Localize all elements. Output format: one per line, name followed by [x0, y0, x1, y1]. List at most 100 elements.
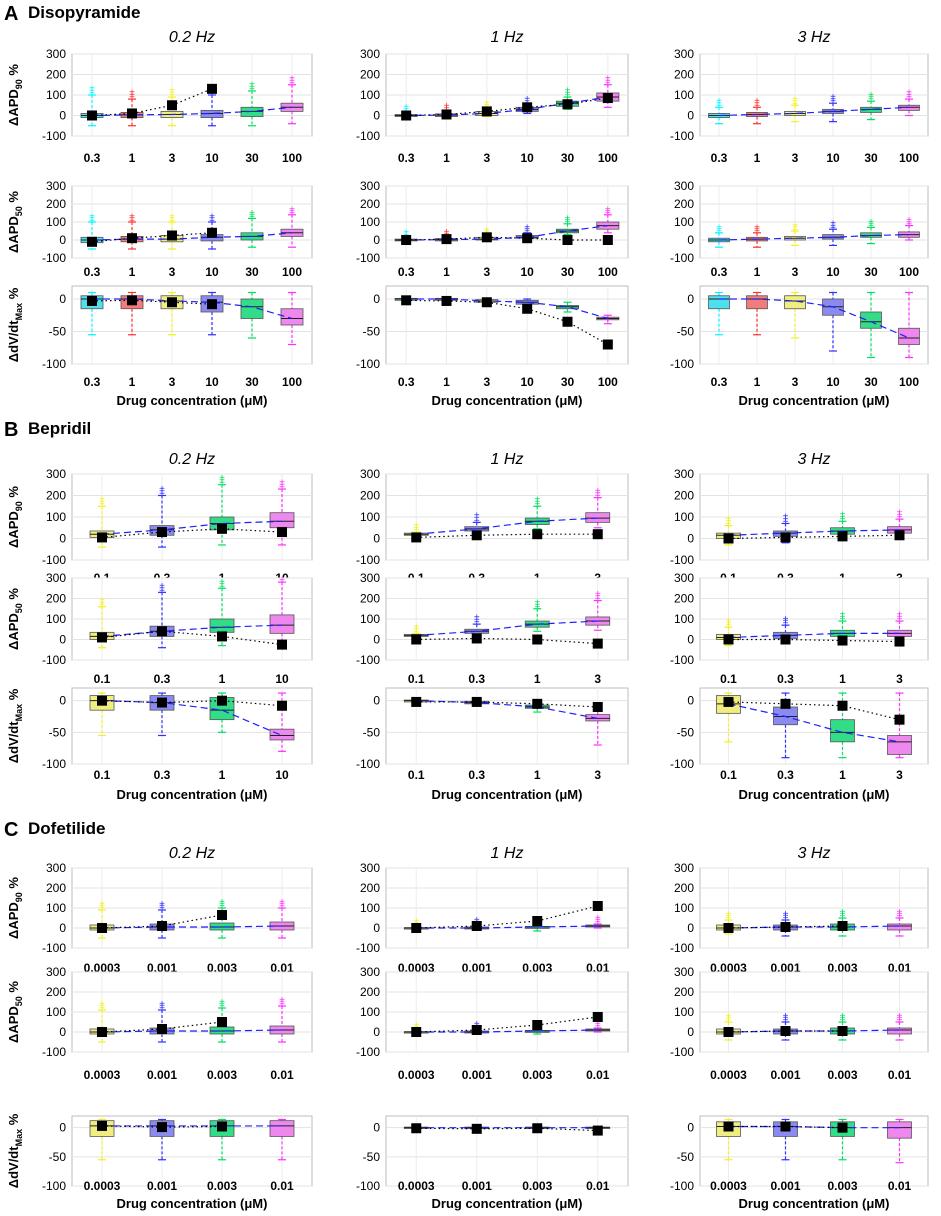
outlier-marker: +	[897, 513, 903, 524]
y-tick-label: 0	[687, 233, 694, 247]
y-tick-label: 100	[674, 510, 694, 524]
outlier-marker: +	[474, 511, 480, 522]
outlier-marker: +	[524, 222, 530, 233]
experiment-marker	[411, 634, 422, 645]
experiment-marker	[217, 1121, 227, 1132]
outlier-marker: +	[906, 219, 912, 230]
median-trend-line	[728, 529, 900, 536]
outlier-marker: +	[413, 627, 419, 638]
x-tick-label: 3	[169, 265, 176, 279]
subplot: 0 -50 -100 0.3 1 3 10 30 100	[670, 285, 929, 389]
experiment-marker	[723, 634, 734, 645]
axes-frame	[385, 1115, 629, 1187]
experiment-marker	[471, 1025, 482, 1035]
outlier-marker: +	[403, 102, 409, 113]
y-tick-label: 200	[360, 881, 380, 895]
x-tick-label: 100	[282, 375, 302, 389]
x-tick-label: 0.1	[720, 672, 737, 686]
y-tick-label: -100	[356, 941, 380, 955]
x-tick-label: 1	[219, 672, 226, 686]
experiment-marker	[837, 635, 848, 646]
x-tick-label: 0.0003	[398, 1068, 435, 1082]
outlier-marker: +	[783, 1016, 789, 1027]
x-tick-label: 30	[864, 375, 878, 389]
experiment-marker	[401, 295, 412, 306]
outlier-marker: +	[159, 581, 165, 592]
x-tick-label: 0.3	[711, 151, 728, 165]
outlier-marker: +	[906, 215, 912, 226]
experiment-marker	[522, 233, 533, 244]
outlier-marker: +	[754, 101, 760, 112]
y-tick-label: 300	[46, 571, 66, 585]
y-tick-label: 300	[360, 571, 380, 585]
outlier-marker: +	[716, 224, 722, 235]
outlier-marker: +	[897, 909, 903, 920]
outlier-marker: +	[89, 84, 95, 95]
outlier-marker: +	[897, 507, 903, 518]
outlier-marker: +	[840, 512, 846, 523]
drug-name: Bepridil	[28, 419, 91, 438]
outlier-marker: +	[605, 78, 611, 89]
subplot: 0 -50 -100 0.3 1 3 10 30 100	[356, 285, 629, 389]
experiment-marker	[217, 910, 227, 920]
y-tick-label: 300	[674, 179, 694, 193]
experiment-trend-line	[416, 905, 598, 929]
x-tick-label: 1	[129, 151, 136, 165]
x-tick-label: 10	[826, 151, 840, 165]
outlier-marker: +	[279, 897, 285, 908]
y-tick-label: 100	[674, 215, 694, 229]
experiment-marker	[837, 531, 848, 542]
outlier-marker: +	[534, 600, 540, 611]
box	[773, 706, 798, 726]
x-tick-label: 30	[561, 375, 575, 389]
experiment-marker	[217, 523, 227, 534]
y-tick-label: 0	[59, 694, 66, 708]
box	[269, 1120, 295, 1137]
experiment-marker	[97, 632, 107, 643]
experiment-marker	[481, 232, 492, 243]
y-tick-label: 300	[360, 861, 380, 875]
outlier-marker: +	[783, 1013, 789, 1024]
outlier-marker: +	[484, 98, 490, 109]
experiment-trend-line	[91, 299, 213, 305]
y-tick-label: -100	[356, 1179, 380, 1193]
y-tick-label: 100	[674, 88, 694, 102]
y-tick-label: 300	[46, 179, 66, 193]
x-axis-label: Drug concentration (μM)	[117, 1196, 268, 1211]
outlier-marker: +	[219, 899, 225, 910]
x-tick-label: 0.1	[94, 672, 111, 686]
y-tick-label: 300	[360, 179, 380, 193]
x-tick-label: 3	[792, 151, 799, 165]
median-trend-line	[101, 925, 283, 929]
y-tick-label: -100	[670, 129, 694, 143]
outlier-marker: +	[413, 916, 419, 927]
outlier-marker: +	[474, 615, 480, 626]
y-tick-label: 0	[373, 532, 380, 546]
y-tick-label: 100	[46, 612, 66, 626]
x-tick-label: 1	[754, 265, 761, 279]
outlier-marker: +	[444, 104, 450, 115]
subplot: 0 -50 -100 0.1 0.3 1 10	[42, 687, 313, 782]
outlier-marker: +	[716, 222, 722, 233]
y-tick-label: -100	[356, 129, 380, 143]
x-tick-label: 1	[839, 768, 846, 782]
median-trend-line	[406, 225, 608, 241]
outlier-marker: +	[754, 222, 760, 233]
experiment-marker	[277, 527, 287, 538]
median-trend-line	[406, 298, 609, 320]
x-tick-label: 0.01	[270, 1068, 294, 1082]
row-ylabel: ΔdV/dtMax %	[6, 1113, 24, 1188]
y-tick-label: -100	[670, 757, 694, 771]
y-tick-label: 300	[46, 861, 66, 875]
outlier-marker: +	[129, 214, 135, 225]
experiment-marker	[97, 1120, 107, 1131]
box	[887, 1121, 912, 1139]
outlier-marker: +	[605, 204, 611, 215]
outlier-marker: +	[89, 89, 95, 100]
outlier-marker: +	[99, 1001, 105, 1012]
